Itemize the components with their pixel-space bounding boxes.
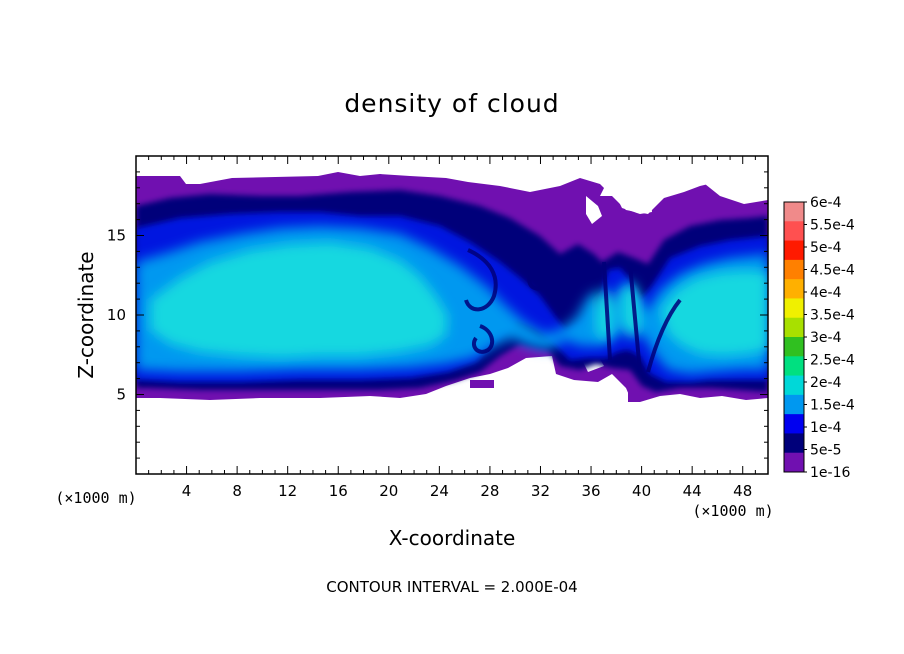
x-tick-label: 12 xyxy=(278,482,297,500)
x-tick-label: 4 xyxy=(182,482,192,500)
y-tick-label: 5 xyxy=(116,386,126,404)
x-tick-label: 24 xyxy=(430,482,449,500)
dark-swirl-features xyxy=(464,244,682,373)
x-tick-label: 20 xyxy=(379,482,398,500)
colorbar-swatch xyxy=(784,452,804,473)
colorbar-label: 2.5e-4 xyxy=(810,353,855,369)
colorbar-swatch xyxy=(784,202,804,222)
x-tick-label: 36 xyxy=(581,482,600,500)
x-tick-label: 28 xyxy=(480,482,499,500)
colorbar-label: 4e-4 xyxy=(810,285,842,301)
colorbar: 6e-4 5.5e-4 5e-4 4.5e-4 4e-4 3.5e-4 3e-4 2.5e-4… xyxy=(783,195,855,481)
colorbar-label: 6e-4 xyxy=(810,195,842,211)
x-tick-label: 44 xyxy=(683,482,702,500)
colorbar-label: 4.5e-4 xyxy=(810,263,855,279)
colorbar-label: 1e-4 xyxy=(810,420,842,436)
axis-ticks xyxy=(136,156,768,474)
colorbar-label: 1e-16 xyxy=(810,465,850,481)
chart-title: density of cloud xyxy=(344,89,559,118)
x-axis-title: X-coordinate xyxy=(389,526,516,550)
colorbar-swatch xyxy=(784,414,804,434)
x-tick-label: 32 xyxy=(531,482,550,500)
colorbar-swatch xyxy=(784,356,804,377)
x-tick-label: 48 xyxy=(733,482,752,500)
colorbar-swatch xyxy=(784,394,804,415)
x-tick-label: 16 xyxy=(329,482,348,500)
y-axis-title: Z-coordinate xyxy=(74,251,98,378)
colorbar-swatch xyxy=(784,259,804,280)
colorbar-swatch xyxy=(784,337,804,357)
colorbar-swatch xyxy=(784,221,804,242)
colorbar-swatch xyxy=(784,375,804,396)
colorbar-swatch xyxy=(784,317,804,338)
cloud-density-field xyxy=(136,156,768,402)
x-unit-label: (×1000 m) xyxy=(692,502,773,520)
colorbar-label: 5.5e-4 xyxy=(810,218,855,234)
y-tick-label: 15 xyxy=(107,227,126,245)
colorbar-label: 3e-4 xyxy=(810,330,842,346)
y-tick-labels: 5 10 15 xyxy=(107,227,126,404)
y-tick-label: 10 xyxy=(107,306,126,324)
colorbar-swatch xyxy=(784,240,804,261)
contour-level-2e-4-core xyxy=(150,242,768,358)
y-unit-label: (×1000 m) xyxy=(55,489,136,507)
colorbar-label: 5e-5 xyxy=(810,443,841,459)
colorbar-label: 5e-4 xyxy=(810,240,842,256)
x-tick-label: 8 xyxy=(232,482,242,500)
colorbar-swatch xyxy=(784,279,804,299)
colorbar-label: 3.5e-4 xyxy=(810,308,855,324)
contour-interval-note: CONTOUR INTERVAL = 2.000E-04 xyxy=(326,578,577,596)
colorbar-label: 1.5e-4 xyxy=(810,398,855,414)
colorbar-label: 2e-4 xyxy=(810,375,842,391)
x-tick-labels: 4 8 12 16 20 24 28 32 36 40 44 48 xyxy=(182,482,752,500)
colorbar-swatch xyxy=(784,298,804,319)
x-tick-label: 40 xyxy=(632,482,651,500)
colorbar-swatch xyxy=(784,433,804,454)
